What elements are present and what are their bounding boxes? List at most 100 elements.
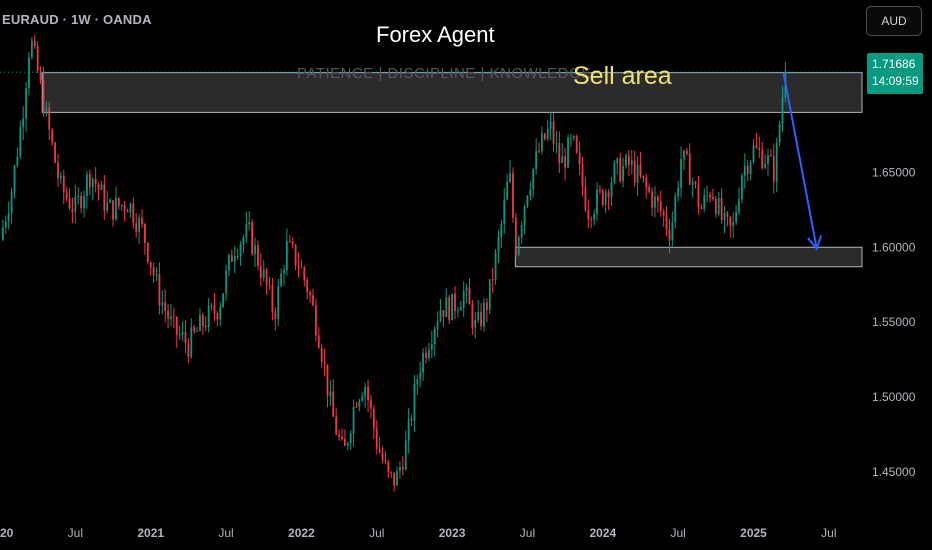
candle-body (42, 79, 45, 114)
candle-body (210, 305, 213, 307)
candle-body (172, 316, 175, 318)
candle-body (462, 291, 465, 308)
candle-body (115, 198, 117, 220)
candle-body (419, 372, 422, 380)
candle-body (732, 222, 735, 226)
candle-body (656, 196, 659, 202)
y-tick-label: 1.65000 (872, 165, 916, 179)
candle-body (297, 265, 300, 267)
candle-body (117, 198, 120, 207)
candle-body (361, 396, 364, 401)
candle-body (407, 418, 410, 441)
candle-body (39, 71, 42, 80)
candle-body (639, 164, 642, 176)
candle-body (230, 254, 233, 262)
candle-body (714, 198, 717, 215)
candle-body (326, 364, 329, 396)
candle-body (71, 208, 74, 212)
candle-body (242, 237, 245, 245)
x-tick-label: Jul (68, 526, 83, 540)
candle-body (144, 224, 146, 243)
candle-body (726, 212, 729, 217)
candle-body (741, 175, 743, 200)
candle-body (364, 386, 367, 397)
candle-body (161, 302, 164, 306)
candle-body (109, 200, 112, 203)
candle-body (291, 241, 294, 245)
candle-body (343, 438, 346, 446)
candle-body (769, 155, 772, 157)
candle-body (219, 307, 222, 320)
candle-body (193, 327, 196, 332)
time-axis[interactable]: 2020 Jul 2021 Jul 2022 Jul 2023 Jul 2024 Jul 2025 J… (0, 526, 837, 540)
candle-body (352, 406, 355, 434)
candle-body (30, 40, 33, 58)
candle-body (181, 332, 184, 335)
candle-body (358, 400, 361, 407)
candle-body (213, 305, 216, 314)
candle-body (228, 254, 230, 271)
candle-body (477, 312, 480, 320)
candle-body (445, 297, 448, 318)
candle-body (723, 212, 726, 221)
currency-button[interactable]: AUD (866, 6, 922, 36)
candle-body (97, 184, 100, 190)
candle-body (196, 330, 198, 332)
candle-body (283, 269, 285, 274)
candle-body (471, 304, 474, 328)
candle-body (604, 192, 607, 205)
candle-body (149, 261, 152, 268)
candle-body (399, 466, 401, 472)
candle-body (65, 192, 68, 199)
candle-body (717, 197, 720, 215)
candle-body (680, 158, 682, 188)
candle-body (126, 210, 129, 213)
candle-body (584, 187, 587, 211)
candle-body (433, 329, 436, 344)
current-price-tag: 1.71686 14:09:59 (867, 53, 923, 94)
current-price-value: 1.71686 (872, 57, 916, 71)
candle-body (77, 195, 80, 198)
candle-body (761, 149, 764, 168)
down-arrow-shaft (782, 73, 818, 249)
candle-body (558, 143, 561, 164)
candle-body (28, 57, 30, 89)
candle-body (68, 198, 71, 209)
candle-body (338, 434, 340, 437)
candle-body (245, 224, 248, 238)
candle-body (16, 156, 19, 166)
candle-body (494, 251, 497, 281)
candle-body (659, 201, 662, 212)
candle-body (138, 217, 141, 232)
candle-body (578, 152, 581, 165)
candle-body (552, 121, 555, 144)
candle-body (781, 97, 784, 124)
price-axis[interactable]: 1.65000 1.60000 1.55000 1.50000 1.45000 (872, 165, 916, 479)
x-tick-label: 2021 (137, 526, 164, 540)
candle-body (329, 391, 332, 396)
candle-body (665, 215, 668, 230)
candle-body (312, 295, 314, 306)
candle-body (239, 244, 242, 256)
candle-body (251, 221, 254, 254)
bar-countdown: 14:09:59 (872, 74, 919, 88)
candle-body (236, 255, 239, 257)
candle-body (593, 213, 596, 220)
candle-body (735, 211, 738, 223)
x-tick-label: Jul (821, 526, 836, 540)
candle-body (480, 312, 482, 327)
candle-body (320, 347, 323, 362)
candle-body (57, 162, 59, 179)
candle-body (175, 317, 178, 335)
candle-body (80, 195, 83, 209)
candle-body (607, 192, 610, 198)
candle-body (167, 310, 169, 319)
candle-body (300, 266, 303, 268)
candle-body (225, 270, 227, 294)
symbol-label[interactable]: EURAUD · 1W · OANDA (2, 12, 152, 27)
candle-body (459, 307, 462, 311)
candle-body (448, 297, 451, 321)
candle-body (451, 293, 453, 321)
candle-body (422, 352, 425, 373)
